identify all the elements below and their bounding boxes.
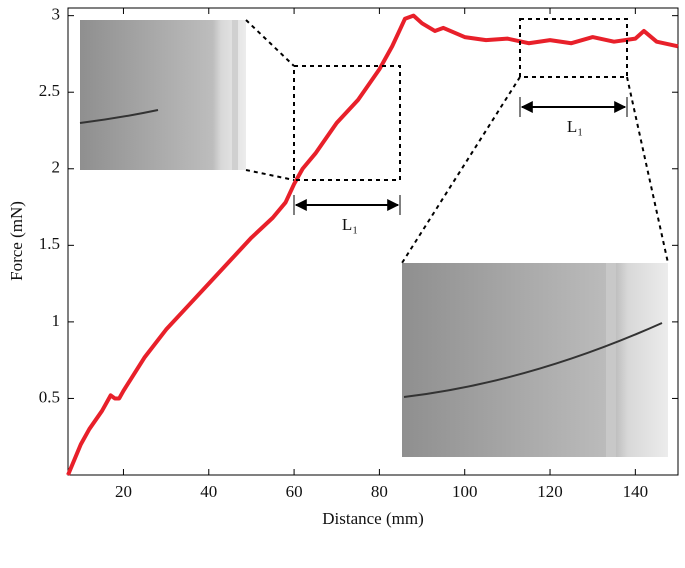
x-tick-label: 80 (371, 482, 388, 501)
annotation: L₁ (342, 215, 358, 234)
zoom-box (293, 65, 401, 181)
zoom-connector (245, 169, 295, 181)
y-tick-label: 2.5 (39, 81, 60, 100)
x-axis-label: Distance (mm) (322, 509, 424, 528)
annotation: L₁ (567, 117, 583, 136)
zoom-connector (626, 76, 669, 264)
x-tick-label: 100 (452, 482, 478, 501)
y-tick-label: 2 (52, 158, 61, 177)
x-tick-label: 40 (200, 482, 217, 501)
x-tick-label: 60 (286, 482, 303, 501)
zoom-connector (401, 76, 521, 264)
zoom-connector (245, 19, 295, 67)
plot-area (66, 13, 679, 476)
y-tick-label: 0.5 (39, 387, 60, 406)
x-tick-label: 20 (115, 482, 132, 501)
x-tick-label: 120 (537, 482, 563, 501)
x-tick-label: 140 (623, 482, 649, 501)
zoom-box (519, 18, 628, 78)
plot-frame (67, 7, 679, 476)
inset-image (79, 20, 246, 170)
y-axis-label: Force (mN) (7, 201, 26, 281)
y-tick-label: 3 (52, 5, 61, 24)
data-line (66, 13, 679, 476)
y-tick-label: 1 (52, 311, 61, 330)
y-tick-label: 1.5 (39, 234, 60, 253)
inset-image (402, 263, 668, 457)
